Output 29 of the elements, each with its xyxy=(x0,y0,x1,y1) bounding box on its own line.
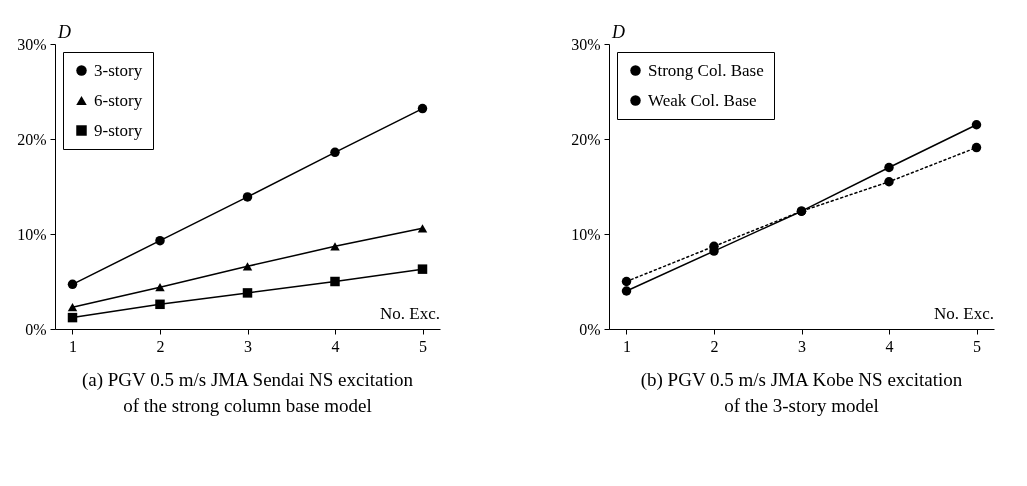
legend-label: 3-story xyxy=(94,60,143,80)
y-tick-label: 30% xyxy=(571,35,601,53)
x-tick-label: 1 xyxy=(623,337,631,355)
x-tick-label: 4 xyxy=(885,337,894,355)
y-tick-label: 0% xyxy=(579,320,601,338)
legend-label: 9-story xyxy=(94,120,143,140)
legend-label: Weak Col. Base xyxy=(648,90,757,110)
text: (b) PGV 0.5 m/s JMA Kobe NS excitation of the 3-story model xyxy=(640,369,963,416)
x-tick-label: 1 xyxy=(69,337,77,355)
x-axis-title: No. Exc. xyxy=(934,304,994,323)
x-tick-label: 2 xyxy=(710,337,719,355)
x-tick-label: 3 xyxy=(244,337,252,355)
x-tick-label: 4 xyxy=(331,337,340,355)
y-axis-title: D xyxy=(611,22,625,42)
y-tick-label: 10% xyxy=(571,225,601,243)
y-axis-title: D xyxy=(57,22,71,42)
x-tick-label: 5 xyxy=(419,337,427,355)
x-tick-label: 3 xyxy=(798,337,806,355)
y-tick-label: 20% xyxy=(571,130,601,148)
y-tick-label: 30% xyxy=(17,35,47,53)
x-tick-label: 2 xyxy=(156,337,165,355)
text: (a) PGV 0.5 m/s JMA Sendai NS excitation of the strong column base model xyxy=(81,369,414,416)
legend-label: Strong Col. Base xyxy=(648,60,764,80)
y-tick-label: 0% xyxy=(25,320,47,338)
x-tick-label: 5 xyxy=(973,337,981,355)
x-axis-title: No. Exc. xyxy=(380,304,440,323)
y-tick-label: 10% xyxy=(17,225,47,243)
legend-label: 6-story xyxy=(94,90,143,110)
y-tick-label: 20% xyxy=(17,130,47,148)
